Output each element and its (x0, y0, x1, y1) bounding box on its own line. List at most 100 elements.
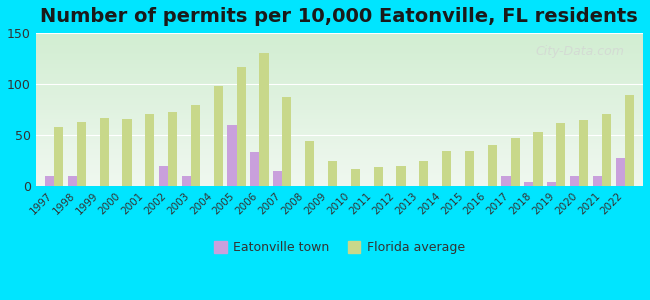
Bar (36, 147, 643, 148)
Bar (36, 114, 643, 115)
Bar (68, 176, 77, 186)
Bar (36, 34, 643, 35)
Bar (36, 36, 643, 37)
Bar (547, 182, 556, 186)
Bar (36, 37, 643, 38)
Bar (36, 95, 643, 96)
Bar (36, 80, 643, 81)
Bar (36, 46, 643, 47)
Bar (36, 35, 643, 36)
Bar (36, 144, 643, 145)
Bar (36, 164, 643, 165)
Bar (36, 41, 643, 42)
Bar (36, 169, 643, 170)
Bar (36, 84, 643, 85)
Bar (36, 153, 643, 154)
Bar (36, 100, 643, 101)
Bar (579, 120, 588, 186)
Bar (36, 146, 643, 147)
Bar (36, 179, 643, 180)
Bar (182, 176, 191, 186)
Bar (602, 114, 611, 186)
Bar (36, 62, 643, 63)
Bar (36, 97, 643, 98)
Bar (36, 88, 643, 89)
Bar (36, 115, 643, 116)
Bar (36, 107, 643, 108)
Bar (36, 158, 643, 159)
Bar (36, 54, 643, 55)
Bar (36, 33, 643, 34)
Bar (36, 100, 643, 101)
Bar (36, 72, 643, 73)
Bar (36, 130, 643, 131)
Bar (36, 131, 643, 132)
Bar (259, 53, 268, 186)
Bar (250, 152, 259, 186)
Bar (122, 119, 131, 186)
Bar (36, 91, 643, 92)
Bar (36, 42, 643, 43)
Bar (36, 151, 643, 152)
Bar (36, 154, 643, 155)
Bar (36, 58, 643, 59)
Bar (36, 155, 643, 156)
Bar (36, 138, 643, 139)
Bar (36, 64, 643, 65)
Bar (36, 123, 643, 124)
Bar (36, 167, 643, 168)
Bar (36, 104, 643, 105)
Bar (36, 174, 643, 175)
Bar (168, 112, 177, 186)
Bar (36, 129, 643, 130)
Bar (36, 69, 643, 70)
Bar (351, 169, 360, 186)
Bar (36, 150, 643, 151)
Bar (616, 158, 625, 186)
Bar (36, 173, 643, 174)
Bar (36, 59, 643, 60)
Bar (36, 86, 643, 87)
Bar (36, 48, 643, 49)
Bar (36, 38, 643, 39)
Bar (36, 119, 643, 120)
Bar (36, 178, 643, 179)
Bar (36, 92, 643, 93)
Bar (214, 86, 223, 186)
Bar (36, 161, 643, 162)
Bar (36, 136, 643, 137)
Bar (36, 172, 643, 173)
Bar (36, 74, 643, 75)
Bar (36, 40, 643, 41)
Bar (36, 120, 643, 121)
Bar (273, 171, 282, 186)
Bar (36, 96, 643, 97)
Bar (36, 57, 643, 58)
Bar (525, 182, 534, 186)
Bar (36, 101, 643, 102)
Bar (36, 160, 643, 161)
Bar (36, 90, 643, 91)
Bar (36, 128, 643, 129)
Bar (465, 151, 474, 186)
Bar (502, 176, 511, 186)
Bar (593, 176, 602, 186)
Bar (396, 166, 406, 186)
Bar (36, 103, 643, 104)
Bar (442, 151, 451, 186)
Bar (237, 67, 246, 186)
Bar (36, 94, 643, 95)
Bar (36, 162, 643, 163)
Bar (36, 176, 643, 177)
Bar (36, 49, 643, 50)
Bar (227, 125, 237, 186)
Bar (36, 157, 643, 158)
Bar (36, 122, 643, 123)
Bar (36, 45, 643, 46)
Bar (36, 78, 643, 79)
Text: City-Data.com: City-Data.com (536, 45, 625, 58)
Bar (36, 166, 643, 167)
Bar (36, 56, 643, 57)
Bar (36, 117, 643, 118)
Bar (36, 156, 643, 157)
